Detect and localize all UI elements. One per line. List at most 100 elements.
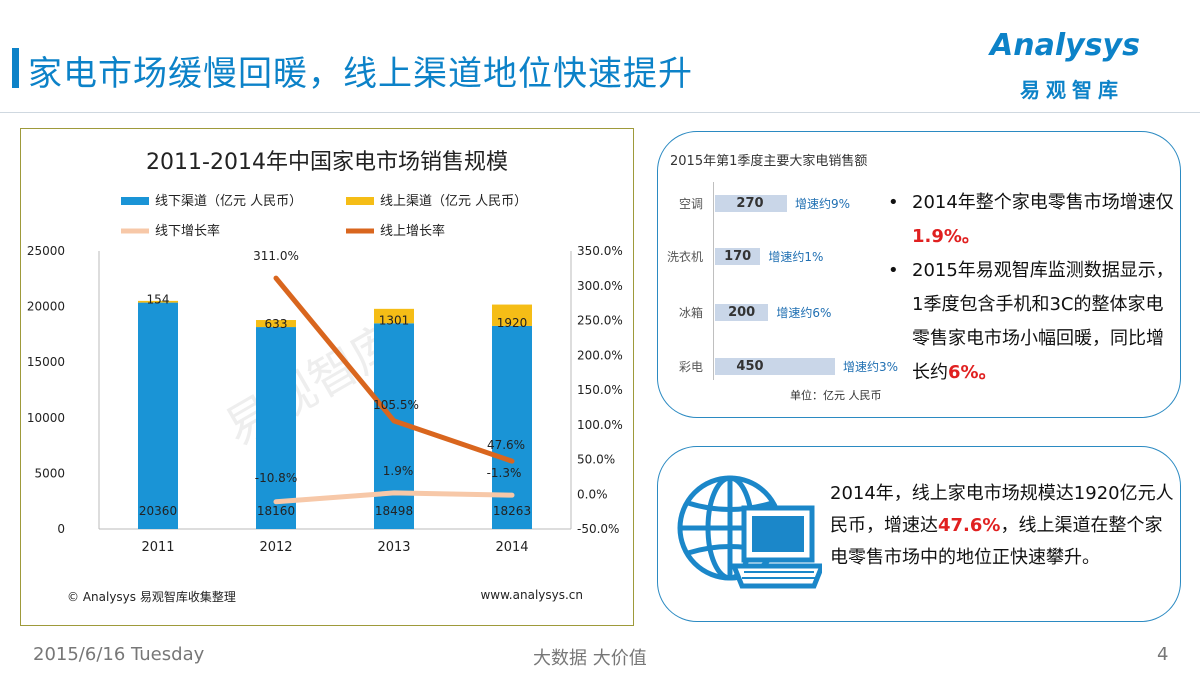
bullet-2-text: 2015年易观智库监测数据显示，1季度包含手机和3C的整体家电零售家电市场小幅回… [912,260,1174,383]
q1-bar-growth: 增速约1% [768,250,824,264]
online-market-text: 2014年，线上家电市场规模达1920亿元人民币，增速达47.6%，线上渠道在整… [830,478,1175,574]
bullet-dot-icon: • [888,192,899,213]
bullet-1-highlight: 1.9% [912,226,962,247]
market-size-chart: 易观智库 2011-2014年中国家电市场销售规模 线下渠道（亿元 人民币） 线上渠道… [20,128,634,626]
y-tick-left: 20000 [27,300,65,314]
q1-bar-row: 冰箱 200 增速约6% [655,301,915,325]
logo-chinese-name: 易观智库 [1020,78,1124,102]
summary-bullet-2: • 2015年易观智库监测数据显示，1季度包含手机和3C的整体家电零售家电市场小幅… [886,254,1176,390]
online-growth-label: 105.5% [373,398,419,412]
page-number: 4 [1157,644,1169,665]
y-tick-right: 0.0% [577,487,608,501]
page-title: 家电市场缓慢回暖，线上渠道地位快速提升 [28,54,693,94]
q1-bar [715,358,835,375]
bar-offline [256,327,296,529]
x-tick: 2012 [259,540,292,555]
x-tick: 2011 [141,540,174,555]
bar-label-offline: 18263 [493,504,531,518]
chart-source: © Analysys 易观智库收集整理 [67,589,236,604]
y-tick-right: 250.0% [577,314,623,328]
q1-bar-category: 冰箱 [678,306,703,320]
y-tick-left: 25000 [27,244,65,258]
online-text-suffix: ，线上渠道在整个家电零售市场中的地位正快速攀升。 [830,515,1163,568]
bullet-2-suffix: 。 [978,362,997,383]
line-online-growth [273,275,515,464]
q1-bar-growth: 增速约6% [776,306,832,320]
y-tick-right: -50.0% [577,522,619,536]
legend-label: 线下增长率 [155,223,220,239]
bar-label-online: 1301 [379,313,410,327]
online-text-prefix: 2014年，线上家电市场规模达1920亿元人民币，增速达 [830,483,1174,536]
summary-bullets: • 2014年整个家电零售市场增速仅1.9%。 • 2015年易观智库监测数据显示，… [886,186,1176,390]
x-tick: 2014 [495,540,528,555]
title-accent-bar [12,48,19,88]
y-tick-right: 150.0% [577,383,623,397]
bullet-1-suffix: 。 [961,226,980,247]
chart-website: www.analysys.cn [480,588,583,602]
bar-label-online: 1920 [497,316,528,330]
bar-label-offline: 18160 [257,504,295,518]
offline-growth-label: -10.8% [255,471,297,485]
summary-bullet-1: • 2014年整个家电零售市场增速仅 1.9%。 [886,186,1176,254]
bullet-dot-icon: • [888,260,899,281]
bar-online [374,308,414,324]
q1-chart-axis [713,182,714,380]
q1-bar-growth: 增速约9% [795,197,851,211]
q1-bar-row: 彩电 450 增速约3% [655,355,915,379]
q1-bar-growth: 增速约3% [843,360,899,374]
q1-bar-value: 450 [736,359,764,374]
q1-chart-title: 2015年第1季度主要大家电销售额 [670,154,868,169]
y-tick-left: 10000 [27,411,65,425]
q1-bar-value: 170 [724,249,752,264]
y-tick-left: 5000 [34,466,65,480]
q1-bar-category: 彩电 [678,360,703,374]
line-offline-growth [273,490,515,505]
analysys-logo: Analysys 易观智库 [990,28,1170,108]
y-tick-left: 15000 [27,355,65,369]
bar-offline [138,302,178,529]
bar-online [492,304,532,326]
q1-bar-category: 洗衣机 [666,250,703,264]
bar-label-offline: 20360 [139,504,177,518]
legend-label: 线上渠道（亿元 人民币） [380,194,527,209]
globe-computer-icon [677,475,822,589]
bar-online [138,300,178,303]
y-tick-left: 0 [57,522,65,536]
y-tick-right: 350.0% [577,244,623,258]
q1-chart-unit: 单位：亿元 人民币 [790,389,882,402]
legend-swatch [346,197,374,205]
y-tick-right: 300.0% [577,279,623,293]
q1-bar-value: 270 [736,196,764,211]
online-growth-label: 311.0% [253,249,299,263]
q1-bar [715,195,787,212]
bar-label-online: 154 [147,293,170,307]
bar-offline [492,325,532,529]
q1-bar-row: 洗衣机 170 增速约1% [655,245,915,269]
legend-label: 线上增长率 [380,223,445,239]
y-tick-right: 200.0% [577,348,623,362]
chart-title: 2011-2014年中国家电市场销售规模 [146,150,508,175]
footer-date: 2015/6/16 Tuesday [33,644,205,665]
bar-label-offline: 18498 [375,504,413,518]
header-divider [0,112,1200,113]
online-growth-highlight: 47.6% [938,515,1001,536]
q1-bar-row: 空调 270 增速约9% [655,192,915,216]
bar-label-online: 633 [265,317,288,331]
legend-swatch [121,197,149,205]
q1-bar [715,248,761,265]
x-tick: 2013 [377,540,410,555]
online-growth-label: 47.6% [487,438,525,452]
y-tick-right: 100.0% [577,418,623,432]
bullet-2-highlight: 6% [948,362,979,383]
y-tick-right: 50.0% [577,453,615,467]
legend-label: 线下渠道（亿元 人民币） [155,194,302,209]
bullet-1-text: 2014年整个家电零售市场增速仅 [912,192,1174,213]
offline-growth-label: 1.9% [383,464,414,478]
bar-online [256,320,296,328]
q1-bar-category: 空调 [678,197,703,211]
q1-bar-value: 200 [728,305,756,320]
footer-tagline: 大数据 大价值 [533,648,647,669]
q1-bar [715,304,769,321]
logo-wordmark: Analysys [990,28,1140,63]
